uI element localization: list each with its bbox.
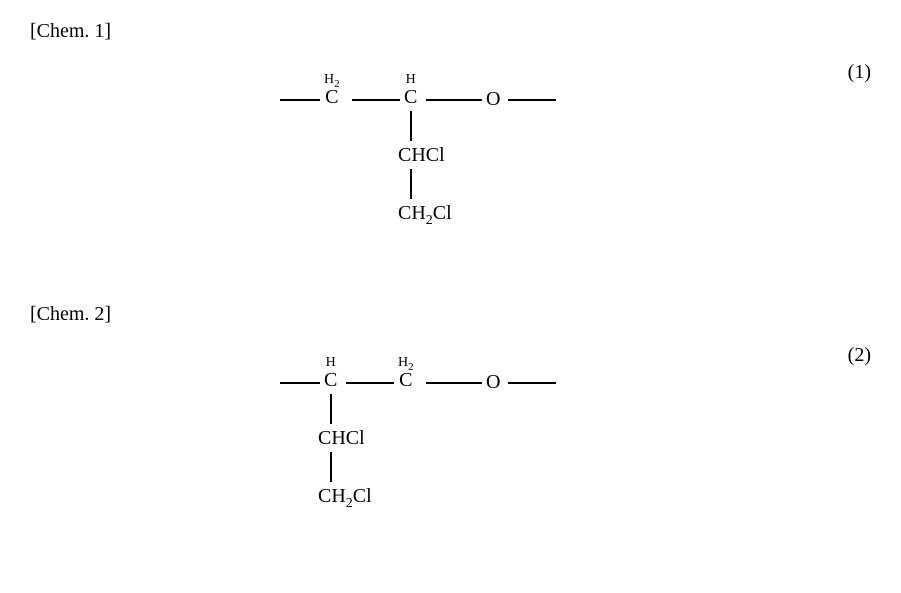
chem2-chcl: CHCl: [318, 428, 365, 448]
chem1-b2-tail: Cl: [433, 202, 452, 224]
chem2-equation-number: (2): [848, 344, 871, 367]
chem1-formula-row: (1) H2 C H C: [30, 53, 871, 273]
chem2-a2-top: H: [398, 355, 408, 370]
chem2-b2-sub: 2: [346, 496, 353, 511]
chem1-equation-number: (1): [848, 61, 871, 84]
chem1-a1-base: C: [324, 87, 340, 107]
chem2-bond-c1c2: [346, 382, 394, 384]
chem2-bond-left: [280, 382, 320, 384]
chem2-formula-row: (2) H C H2 C: [30, 336, 871, 556]
chem2-atom-o: O: [486, 372, 500, 392]
chem2-atom-c2: H2 C: [398, 356, 414, 390]
chem2-a2-base: C: [398, 370, 414, 390]
chem2-bond-c2o: [426, 382, 482, 384]
chem1-a2-top: H: [404, 73, 417, 87]
chem1-bond-chcl-down: [410, 169, 412, 199]
chem2-atom-c1: H C: [324, 356, 337, 390]
chem1-b2-sub: 2: [426, 213, 433, 228]
chem2-bond-c1-down: [330, 394, 332, 424]
chem1-bond-c2-down: [410, 111, 412, 141]
chem2-a1-top: H: [324, 356, 337, 370]
chem1-ch2cl: CH2Cl: [398, 203, 452, 223]
chem2-block: [Chem. 2] (2) H C H2 C: [30, 303, 871, 556]
chem2-ch2cl: CH2Cl: [318, 486, 372, 506]
chem1-b2-ch: CH: [398, 202, 426, 224]
chem2-label: [Chem. 2]: [30, 303, 871, 326]
chem2-a3-base: O: [486, 372, 500, 392]
chem2-bond-right: [508, 382, 556, 384]
chem2-b2-tail: Cl: [353, 485, 372, 507]
chem1-bond-left: [280, 99, 320, 101]
chem2-b2-ch: CH: [318, 485, 346, 507]
chem1-atom-o: O: [486, 89, 500, 109]
chem1-atom-c2: H C: [404, 73, 417, 107]
chem1-bond-right: [508, 99, 556, 101]
chem1-block: [Chem. 1] (1) H2 C H C: [30, 20, 871, 273]
chem2-a1-base: C: [324, 370, 337, 390]
chem1-a1-top: H: [324, 72, 334, 87]
chem2-bond-chcl-down: [330, 452, 332, 482]
chem1-label: [Chem. 1]: [30, 20, 871, 43]
chem1-a2-base: C: [404, 87, 417, 107]
chem1-atom-c1: H2 C: [324, 73, 340, 107]
chem1-bond-c2o: [426, 99, 482, 101]
chem1-bond-c1c2: [352, 99, 400, 101]
chem1-a3-base: O: [486, 89, 500, 109]
chem1-chcl: CHCl: [398, 145, 445, 165]
